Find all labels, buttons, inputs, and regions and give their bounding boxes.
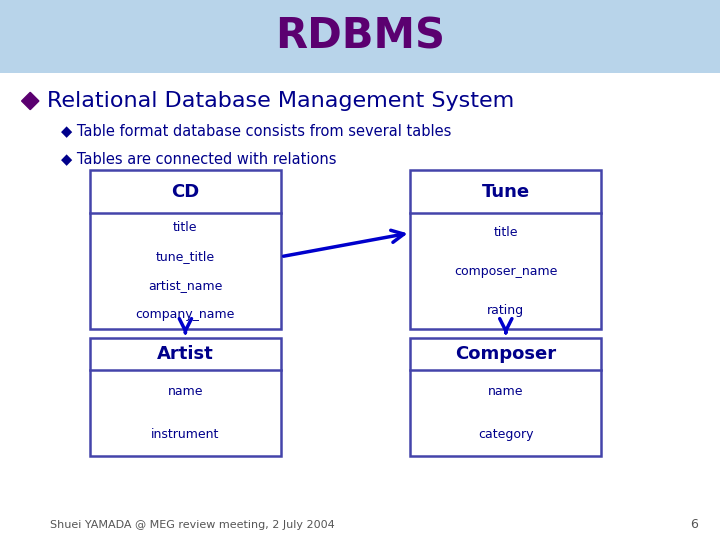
Text: company_name: company_name xyxy=(135,308,235,321)
Bar xyxy=(410,338,601,456)
Text: RDBMS: RDBMS xyxy=(275,16,445,58)
Text: title: title xyxy=(493,226,518,239)
Text: Relational Database Management System: Relational Database Management System xyxy=(47,91,514,111)
Text: name: name xyxy=(488,385,523,398)
Polygon shape xyxy=(22,92,39,110)
Text: composer_name: composer_name xyxy=(454,265,557,278)
Text: ◆ Tables are connected with relations: ◆ Tables are connected with relations xyxy=(61,151,337,166)
Text: ◆ Table format database consists from several tables: ◆ Table format database consists from se… xyxy=(61,123,451,138)
Text: Shuei YAMADA @ MEG review meeting, 2 July 2004: Shuei YAMADA @ MEG review meeting, 2 Jul… xyxy=(50,520,335,530)
Text: 6: 6 xyxy=(690,518,698,531)
Text: Artist: Artist xyxy=(157,345,214,362)
Text: rating: rating xyxy=(487,303,524,316)
Text: artist_name: artist_name xyxy=(148,279,222,292)
Bar xyxy=(410,170,601,329)
Bar xyxy=(0,0,720,73)
Text: instrument: instrument xyxy=(151,428,220,441)
Text: CD: CD xyxy=(171,183,199,200)
Text: name: name xyxy=(168,385,203,398)
Text: tune_title: tune_title xyxy=(156,250,215,263)
Text: Tune: Tune xyxy=(482,183,530,200)
Text: Composer: Composer xyxy=(455,345,557,362)
Text: category: category xyxy=(478,428,534,441)
Bar xyxy=(90,170,281,329)
Bar xyxy=(90,338,281,456)
Text: title: title xyxy=(173,221,198,234)
